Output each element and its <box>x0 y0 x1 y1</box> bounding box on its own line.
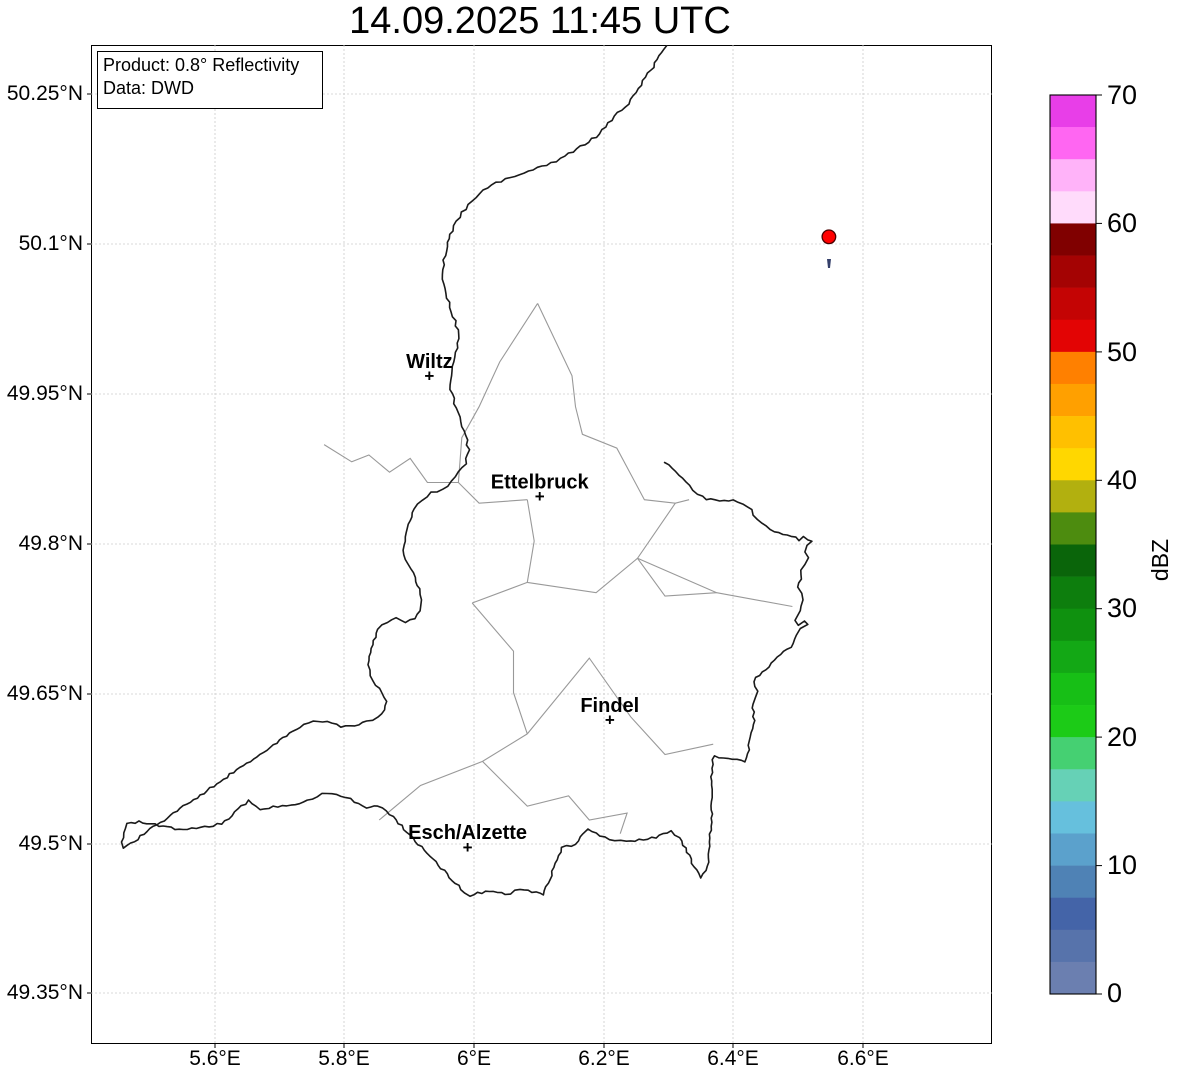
svg-text:6.4°E: 6.4°E <box>707 1047 759 1070</box>
svg-text:6.2°E: 6.2°E <box>578 1047 630 1070</box>
svg-text:50.25°N: 50.25°N <box>7 82 83 105</box>
svg-text:49.35°N: 49.35°N <box>7 981 83 1004</box>
svg-text:49.95°N: 49.95°N <box>7 382 83 405</box>
svg-text:50: 50 <box>1107 337 1137 367</box>
svg-text:14.09.2025 11:45 UTC: 14.09.2025 11:45 UTC <box>349 0 731 42</box>
svg-text:70: 70 <box>1107 80 1137 110</box>
svg-text:20: 20 <box>1107 722 1137 752</box>
svg-text:Ettelbruck: Ettelbruck <box>491 472 590 494</box>
svg-text:5.6°E: 5.6°E <box>189 1047 241 1070</box>
svg-text:49.65°N: 49.65°N <box>7 682 83 705</box>
svg-text:Product: 0.8° Reflectivity: Product: 0.8° Reflectivity <box>103 55 299 75</box>
svg-text:dBZ: dBZ <box>1147 539 1173 581</box>
svg-text:49.8°N: 49.8°N <box>19 532 83 555</box>
svg-text:60: 60 <box>1107 208 1137 238</box>
svg-text:Esch/Alzette: Esch/Alzette <box>408 822 527 844</box>
svg-text:6°E: 6°E <box>457 1047 491 1070</box>
svg-text:Data: DWD: Data: DWD <box>103 78 194 98</box>
svg-text:49.5°N: 49.5°N <box>19 832 83 855</box>
svg-text:50.1°N: 50.1°N <box>19 232 83 255</box>
svg-text:Findel: Findel <box>580 695 639 717</box>
svg-text:Wiltz: Wiltz <box>406 351 452 373</box>
svg-text:40: 40 <box>1107 465 1137 495</box>
svg-text:10: 10 <box>1107 850 1137 880</box>
svg-text:0: 0 <box>1107 978 1122 1008</box>
svg-text:6.6°E: 6.6°E <box>837 1047 889 1070</box>
svg-text:5.8°E: 5.8°E <box>318 1047 370 1070</box>
svg-text:30: 30 <box>1107 593 1137 623</box>
